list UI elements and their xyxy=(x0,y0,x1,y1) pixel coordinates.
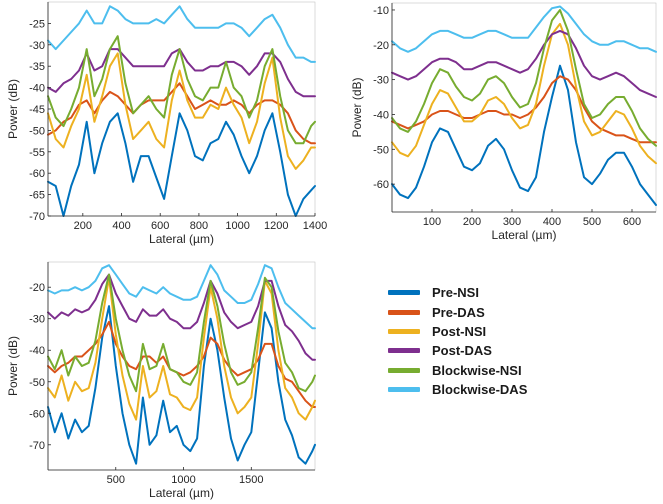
series-line-pre-nsi xyxy=(47,305,316,465)
y-axis-label: Power (dB) xyxy=(350,77,364,137)
x-tick-label: 500 xyxy=(107,474,125,486)
series-line-blockwise-das xyxy=(391,5,657,53)
x-tick-label: 600 xyxy=(151,220,169,232)
legend-item-post-nsi: Post-NSI xyxy=(388,322,568,341)
legend-swatch xyxy=(388,387,420,393)
chart-panel-top-left: -70 -65 -60 -55 -50 -45 -40 -35 -30 -25 200 400 600 8… xyxy=(6,1,327,246)
y-tick-label: -45 xyxy=(29,104,45,116)
x-tick-label: 200 xyxy=(463,216,481,228)
legend-swatch xyxy=(388,367,420,373)
legend-label: Blockwise-NSI xyxy=(432,362,522,378)
legend-label: Pre-NSI xyxy=(432,285,479,301)
legend-item-blockwise-das: Blockwise-DAS xyxy=(388,380,568,399)
x-tick-label: 600 xyxy=(623,216,641,228)
series-line-pre-das xyxy=(391,75,657,144)
legend-label: Pre-DAS xyxy=(432,304,485,320)
y-tick-label: -70 xyxy=(29,440,45,452)
x-tick-label: 1500 xyxy=(239,474,263,486)
y-axis-label: Power (dB) xyxy=(6,79,20,139)
y-tick-label: -70 xyxy=(29,211,45,223)
plot-frame xyxy=(47,1,316,217)
y-tick-label: -50 xyxy=(29,377,45,389)
legend-label: Post-NSI xyxy=(432,323,487,339)
series-line-post-das xyxy=(47,273,316,361)
legend-item-pre-das: Pre-DAS xyxy=(388,302,568,321)
x-tick-label: 1200 xyxy=(264,220,288,232)
y-tick-label: -40 xyxy=(29,345,45,357)
x-tick-label: 1000 xyxy=(225,220,249,232)
legend-item-pre-nsi: Pre-NSI xyxy=(388,283,568,302)
y-tick-label: -65 xyxy=(29,190,45,202)
y-tick-label: -35 xyxy=(29,61,45,73)
y-tick-label: -30 xyxy=(29,314,45,326)
x-axis-label: Lateral (µm) xyxy=(149,486,214,500)
series-line-pre-nsi xyxy=(391,64,657,206)
x-tick-label: 200 xyxy=(74,220,92,232)
legend-swatch xyxy=(388,328,420,334)
x-tick-label: 800 xyxy=(190,220,208,232)
y-tick-label: -30 xyxy=(29,40,45,52)
series-line-pre-nsi xyxy=(47,112,316,217)
legend-label: Blockwise-DAS xyxy=(432,382,528,398)
x-tick-label: 500 xyxy=(583,216,601,228)
chart-panel-top-right: -60 -50 -40 -30 -20 -10 100 200 300 400 500 600 Late… xyxy=(350,2,657,242)
series-line-pre-das xyxy=(47,320,316,408)
series-line-blockwise-nsi xyxy=(47,35,316,145)
x-axis-label: Lateral (µm) xyxy=(149,232,214,246)
x-tick-label: 100 xyxy=(423,216,441,228)
x-tick-label: 1000 xyxy=(171,474,195,486)
y-axis-label: Power (dB) xyxy=(6,336,20,396)
legend-item-blockwise-nsi: Blockwise-NSI xyxy=(388,361,568,380)
series-line-blockwise-nsi xyxy=(47,273,316,393)
y-tick-label: -50 xyxy=(373,144,389,156)
y-tick-label: -40 xyxy=(29,83,45,95)
series-line-blockwise-nsi xyxy=(391,9,657,147)
y-tick-label: -60 xyxy=(29,408,45,420)
y-tick-label: -50 xyxy=(29,125,45,137)
series-line-post-das xyxy=(391,29,657,98)
y-tick-label: -20 xyxy=(373,40,389,52)
x-axis-label: Lateral (µm) xyxy=(492,228,557,242)
legend-item-post-das: Post-DAS xyxy=(388,341,568,360)
x-tick-label: 400 xyxy=(112,220,130,232)
y-tick-label: -40 xyxy=(373,109,389,121)
y-tick-label: -60 xyxy=(29,168,45,180)
x-tick-label: 1400 xyxy=(303,220,327,232)
legend-swatch xyxy=(388,290,420,296)
series-line-blockwise-das xyxy=(47,5,316,63)
series-line-post-nsi xyxy=(47,276,316,421)
series-line-blockwise-das xyxy=(47,264,316,330)
y-tick-label: -55 xyxy=(29,147,45,159)
series-line-post-nsi xyxy=(391,22,657,165)
legend: Pre-NSI Pre-DAS Post-NSI Post-DAS Blockw… xyxy=(388,283,568,399)
series-line-post-nsi xyxy=(47,52,316,170)
y-tick-label: -10 xyxy=(373,5,389,17)
y-tick-label: -25 xyxy=(29,18,45,30)
y-tick-label: -60 xyxy=(373,179,389,191)
y-tick-label: -20 xyxy=(29,282,45,294)
y-tick-label: -30 xyxy=(373,75,389,87)
x-tick-label: 300 xyxy=(503,216,521,228)
legend-swatch xyxy=(388,348,420,354)
x-tick-label: 400 xyxy=(543,216,561,228)
legend-label: Post-DAS xyxy=(432,343,492,359)
legend-swatch xyxy=(388,309,420,315)
chart-panel-bottom-left: -70 -60 -50 -40 -30 -20 500 1000 1500 Lateral (µm… xyxy=(6,261,316,500)
